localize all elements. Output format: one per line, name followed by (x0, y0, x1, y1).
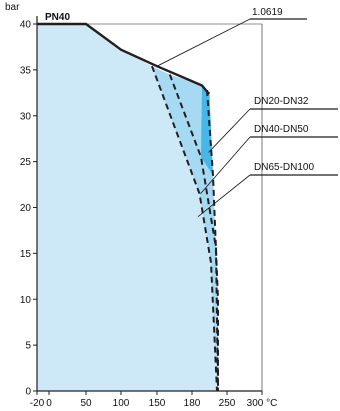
x-tick-label-0: 0 (46, 398, 52, 409)
annotation-leader-dn65-dn100 (197, 174, 251, 218)
x-tick-label-50: 50 (80, 398, 92, 409)
light-fill-area (37, 24, 217, 391)
annotation-leader-dn20-dn32 (208, 108, 251, 153)
x-tick-label-300: 300 °C (247, 398, 278, 409)
dark-fill-area (201, 85, 213, 176)
x-tick-label-150: 150 (149, 398, 166, 409)
chart-title: PN40 (45, 12, 70, 23)
annotation-leader-1-0619 (156, 18, 251, 67)
y-tick-label-40: 40 (20, 20, 32, 31)
x-tick-label-250: 250 (219, 398, 236, 409)
chart-annotation-leaders (156, 18, 338, 218)
y-tick-label-20: 20 (20, 203, 32, 214)
x-tick-label-100: 100 (113, 398, 130, 409)
annotation-label-1-0619: 1.0619 (252, 7, 283, 18)
x-tick-label-180: 180 (184, 398, 201, 409)
y-tick-label-30: 30 (20, 111, 32, 122)
chart-labels: 0 5 10 15 20 25 30 35 40 -20 0 50 100 150 180 250 300 °C… (5, 2, 277, 409)
annotation-label-dn20-dn32: DN20-DN32 (254, 96, 309, 107)
annotation-label-dn40-dn50: DN40-DN50 (254, 124, 309, 135)
y-axis-unit-label: bar (5, 2, 20, 13)
y-tick-label-25: 25 (20, 157, 32, 168)
dn65-dn100-curve (206, 90, 219, 391)
y-tick-label-0: 0 (25, 387, 31, 398)
dn20-dn32-curve (151, 65, 218, 392)
x-tick-label--20: -20 (30, 398, 45, 409)
chart-areas (37, 24, 218, 391)
y-tick-label-35: 35 (20, 65, 32, 76)
y-tick-label-10: 10 (20, 295, 32, 306)
annotation-leader-dn40-dn50 (200, 136, 251, 195)
chart-ticks (33, 23, 263, 395)
annotation-label-dn65-dn100: DN65-DN100 (254, 162, 314, 173)
y-tick-label-5: 5 (25, 341, 31, 352)
chart-annotations: 1.0619 DN20-DN32 DN40-DN50 DN65-DN100 (252, 7, 314, 173)
dn40-dn50-curve (168, 74, 219, 392)
y-tick-label-15: 15 (20, 249, 32, 260)
chart-axes (36, 16, 263, 392)
